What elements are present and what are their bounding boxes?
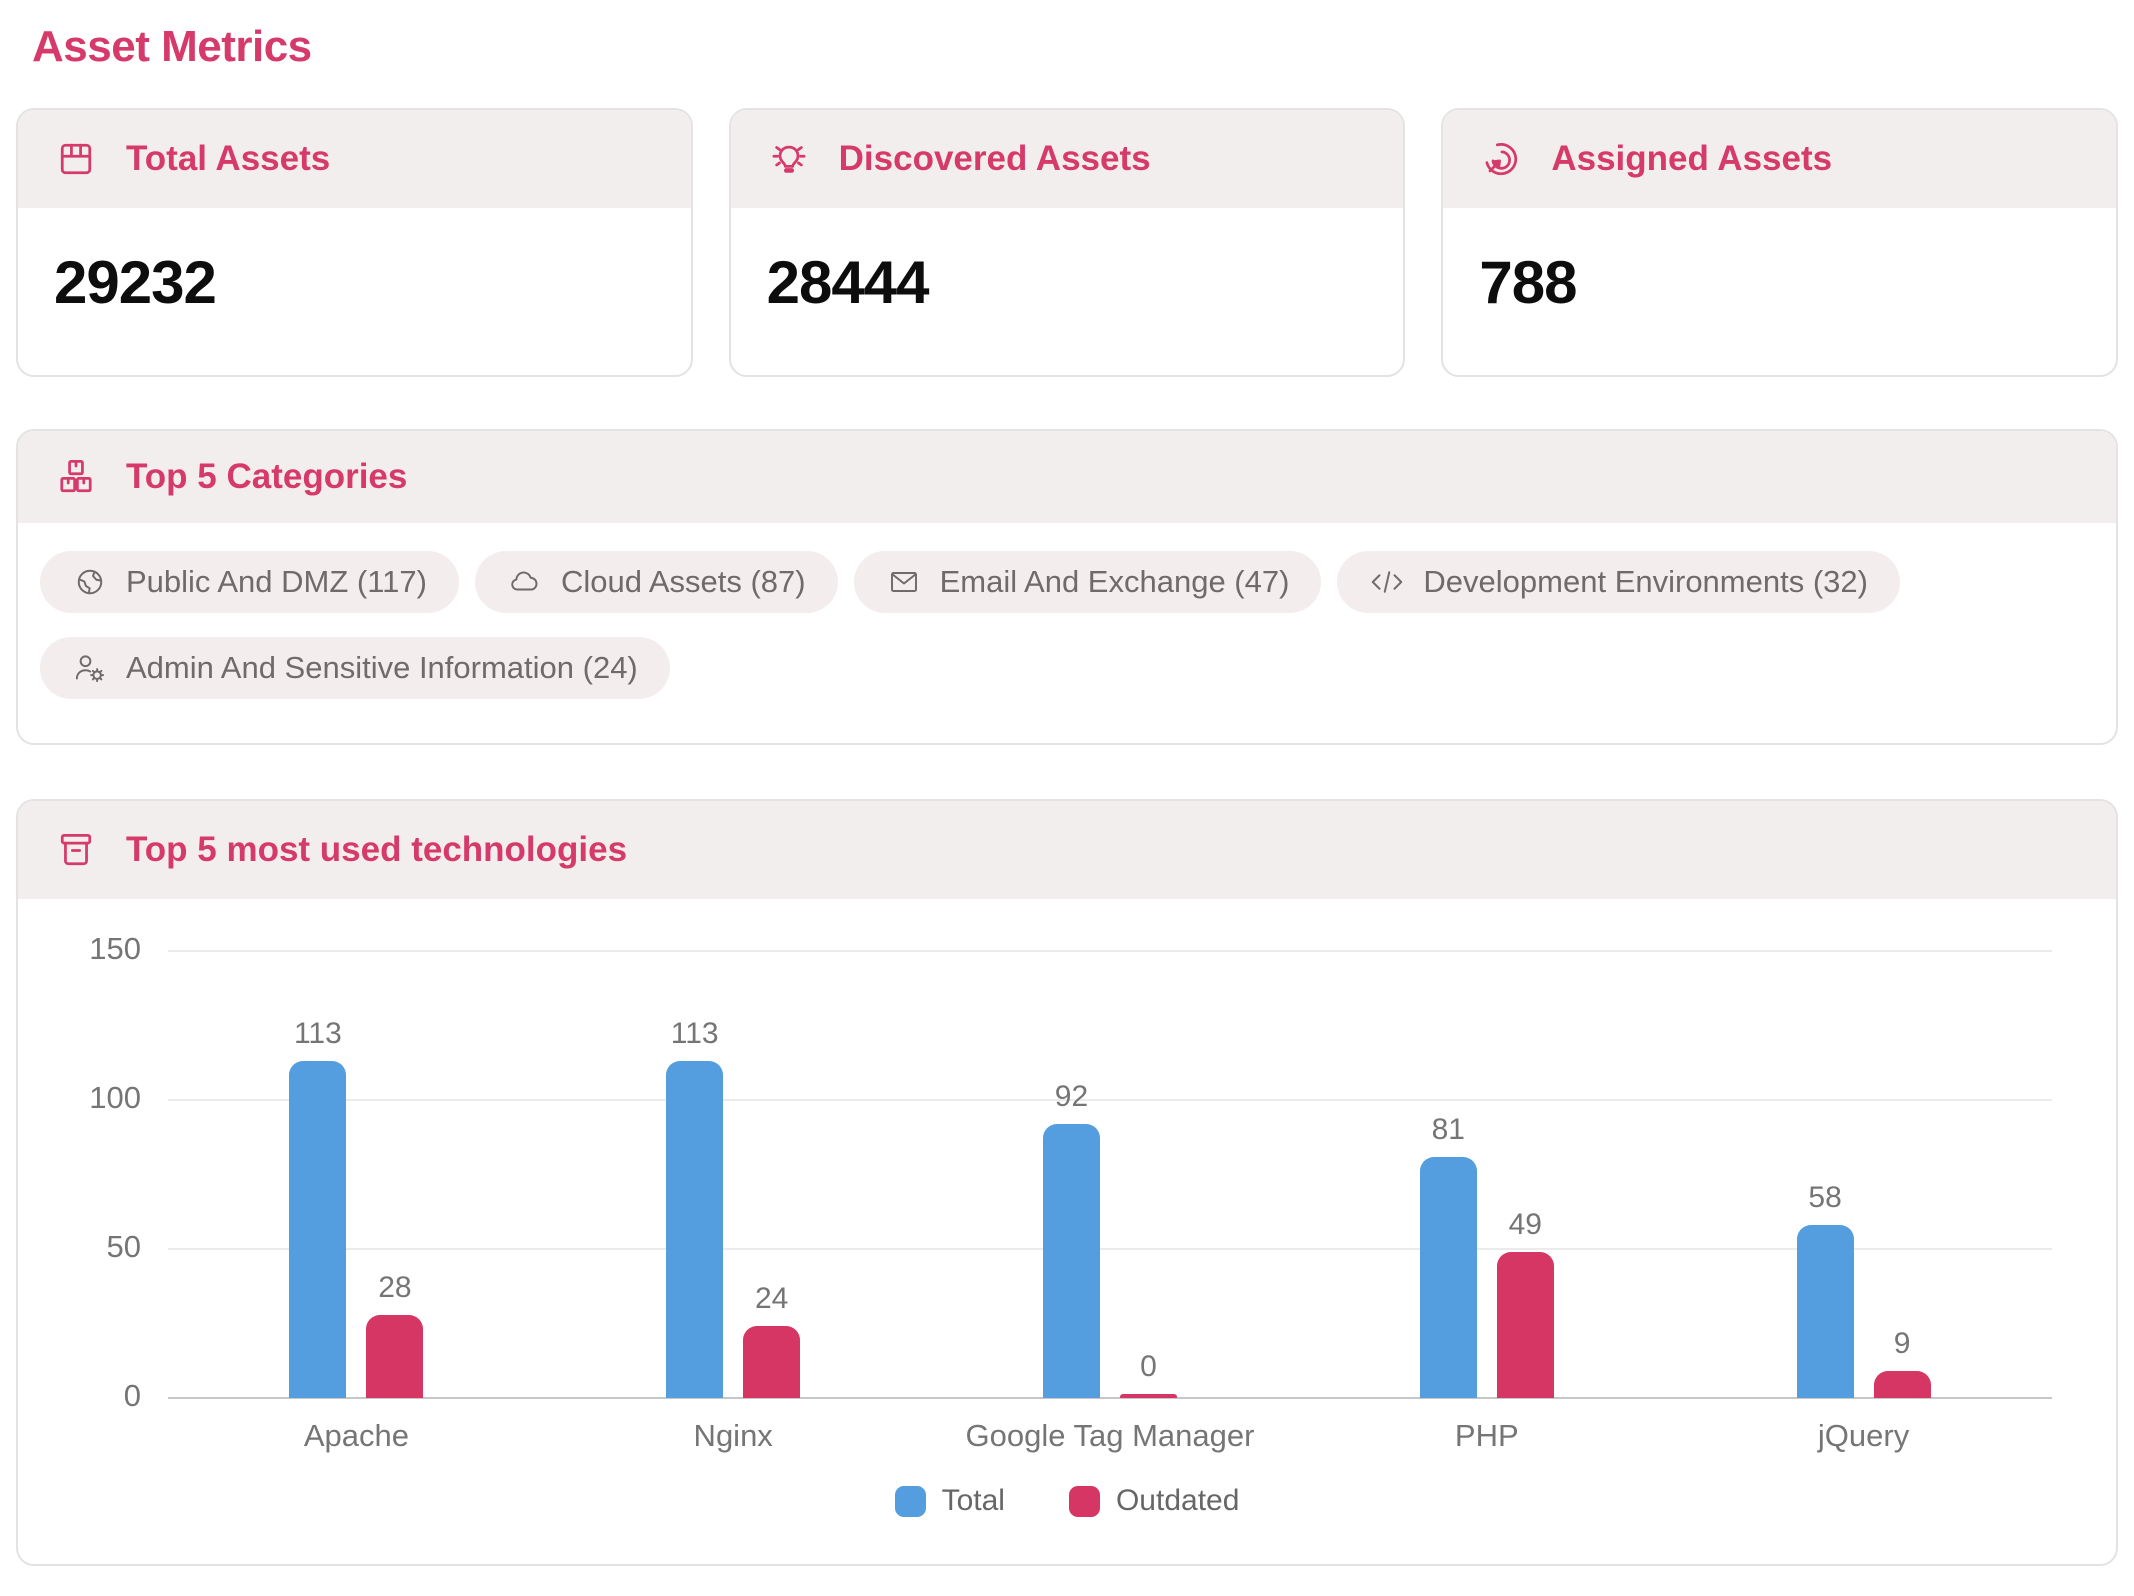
bar-value-label: 49 <box>1508 1208 1542 1241</box>
globe-icon <box>72 564 108 600</box>
page-title: Asset Metrics <box>32 22 312 71</box>
target-icon <box>1479 137 1523 181</box>
stat-card-header: Discovered Assets <box>730 110 1404 208</box>
bar-group: 113 28 Apache <box>289 951 424 1453</box>
stacked-boxes-icon <box>54 455 98 499</box>
bar-slot: 9 <box>1873 1327 1931 1398</box>
bar-slot: 0 <box>1119 1350 1177 1398</box>
legend-item-total[interactable]: Total <box>894 1484 1005 1518</box>
bar-slot: 24 <box>743 1282 801 1398</box>
bar-group: 81 49 PHP <box>1419 951 1554 1453</box>
category-chip-label: Development Environments (32) <box>1423 564 1868 599</box>
bar-groups: 113 28 Apache 113 24 Nginx 92 0 Google Tag Manag… <box>168 951 2052 1453</box>
gridline <box>168 1248 2052 1250</box>
stat-card-header: Total Assets <box>18 110 691 208</box>
category-chip[interactable]: Development Environments (32) <box>1337 551 1900 613</box>
chart-bar-outdated[interactable] <box>1119 1394 1177 1398</box>
category-chip[interactable]: Admin And Sensitive Information (24) <box>40 637 670 699</box>
bar-slot: 58 <box>1796 1181 1854 1398</box>
category-chip-label: Email And Exchange (47) <box>939 564 1290 599</box>
chart-bar-outdated[interactable] <box>366 1315 424 1398</box>
gridline <box>168 950 2052 952</box>
stat-card-title: Total Assets <box>126 139 331 178</box>
chart-bar-outdated[interactable] <box>743 1326 801 1398</box>
technologies-chart-title: Top 5 most used technologies <box>126 830 628 869</box>
category-chip-label: Cloud Assets (87) <box>560 564 806 599</box>
chart-bar-outdated[interactable] <box>1496 1252 1554 1398</box>
bar-value-label: 9 <box>1893 1327 1911 1360</box>
y-axis-tick-label: 50 <box>106 1229 141 1264</box>
bar-slot: 28 <box>366 1271 424 1398</box>
x-axis-label: Nginx <box>693 1418 773 1453</box>
gridline <box>168 1099 2052 1101</box>
lightbulb-icon <box>767 137 811 181</box>
code-icon <box>1369 564 1405 600</box>
stat-card: Total Assets 29232 <box>16 108 693 377</box>
legend-swatch <box>894 1485 926 1517</box>
cloud-icon <box>507 564 543 600</box>
bar-value-label: 0 <box>1140 1350 1157 1383</box>
x-axis-label: jQuery <box>1817 1418 1910 1453</box>
bar-group: 58 9 jQuery <box>1796 951 1931 1453</box>
bar-slot: 49 <box>1496 1208 1554 1398</box>
legend-label: Outdated <box>1115 1484 1240 1517</box>
stat-card-value: 28444 <box>766 249 930 316</box>
bar-slot: 113 <box>289 1017 347 1398</box>
top-categories-header: Top 5 Categories <box>18 431 2116 523</box>
x-axis-label: PHP <box>1454 1418 1519 1453</box>
category-chip-list: Public And DMZ (117) Cloud Assets (87) Ema… <box>18 523 2116 743</box>
stat-card-title: Assigned Assets <box>1551 139 1833 178</box>
stat-card: Discovered Assets 28444 <box>728 108 1406 377</box>
y-axis-tick-label: 150 <box>89 931 141 966</box>
chart-legend: Total Outdated <box>18 1484 2116 1564</box>
top-categories-card: Top 5 Categories Public And DMZ (117) Clo… <box>16 429 2118 745</box>
bar-value-label: 113 <box>293 1017 342 1050</box>
x-axis-label: Apache <box>303 1418 409 1453</box>
bar-slot: 81 <box>1419 1113 1477 1398</box>
bar-slot: 113 <box>666 1017 724 1398</box>
y-axis-tick-label: 100 <box>89 1080 141 1115</box>
top-categories-title: Top 5 Categories <box>126 457 408 496</box>
category-chip[interactable]: Email And Exchange (47) <box>853 551 1322 613</box>
stat-card-header: Assigned Assets <box>1443 110 2116 208</box>
stat-card-value: 788 <box>1479 249 1577 316</box>
legend-swatch <box>1068 1485 1100 1517</box>
bar-group: 92 0 Google Tag Manager <box>966 951 1255 1453</box>
box-icon <box>54 137 98 181</box>
legend-item-outdated[interactable]: Outdated <box>1068 1484 1240 1518</box>
chart-bar-total[interactable] <box>1042 1124 1100 1398</box>
chart-bar-total[interactable] <box>289 1061 347 1398</box>
archive-box-icon <box>54 828 98 872</box>
envelope-icon <box>886 564 922 600</box>
technologies-chart-header: Top 5 most used technologies <box>18 801 2116 899</box>
x-axis-label: Google Tag Manager <box>965 1418 1255 1453</box>
category-chip-label: Public And DMZ (117) <box>126 564 427 599</box>
bar-value-label: 24 <box>755 1282 789 1315</box>
bar-group: 113 24 Nginx <box>666 951 801 1453</box>
stat-card: Assigned Assets 788 <box>1441 108 2118 377</box>
stat-card-title: Discovered Assets <box>838 139 1151 178</box>
chart-bar-total[interactable] <box>1796 1225 1854 1398</box>
bar-value-label: 28 <box>378 1271 412 1304</box>
stat-cards-row: Total Assets 29232 Discovered Assets 28444 A… <box>16 108 2118 377</box>
category-chip[interactable]: Public And DMZ (117) <box>40 551 459 613</box>
gridline <box>168 1397 2052 1399</box>
legend-label: Total <box>941 1484 1005 1517</box>
chart-bar-total[interactable] <box>1419 1157 1477 1398</box>
category-chip-label: Admin And Sensitive Information (24) <box>126 650 638 685</box>
bar-value-label: 92 <box>1054 1080 1089 1113</box>
technologies-chart-card: Top 5 most used technologies 0 50 100 150 11… <box>16 799 2118 1566</box>
stat-card-value: 29232 <box>54 249 217 316</box>
bar-value-label: 113 <box>670 1017 719 1050</box>
chart-bar-outdated[interactable] <box>1873 1371 1931 1398</box>
y-axis-tick-label: 0 <box>123 1378 141 1413</box>
bar-value-label: 81 <box>1431 1113 1465 1146</box>
chart-bar-total[interactable] <box>666 1061 724 1398</box>
bar-slot: 92 <box>1042 1080 1100 1398</box>
bar-value-label: 58 <box>1808 1181 1842 1214</box>
admin-gear-icon <box>72 650 108 686</box>
category-chip[interactable]: Cloud Assets (87) <box>474 551 838 613</box>
bar-chart-plot-area: 0 50 100 150 113 28 Apache 113 24 Nginx 92 0 Google … <box>89 931 2052 1453</box>
